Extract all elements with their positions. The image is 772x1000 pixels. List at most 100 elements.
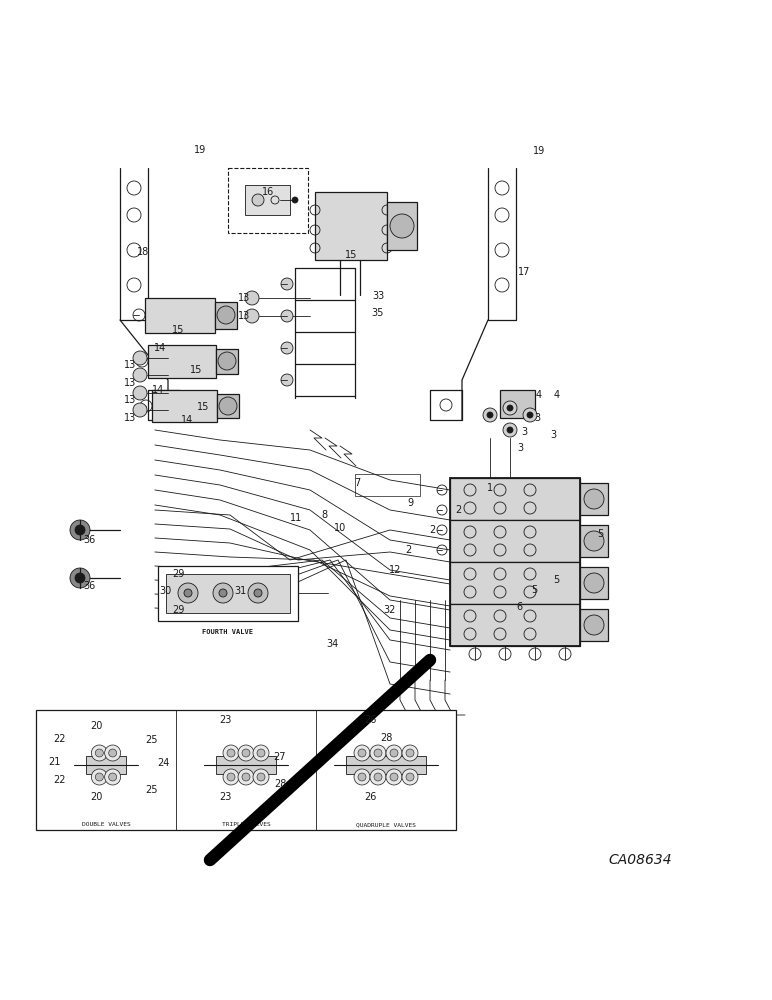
Circle shape [227,773,235,781]
Text: 11: 11 [290,513,302,523]
Circle shape [354,745,370,761]
Text: CA08634: CA08634 [608,853,672,867]
Bar [450,520,580,562]
Text: 22: 22 [52,734,66,744]
Circle shape [242,749,250,757]
Circle shape [507,427,513,433]
Text: 6: 6 [516,602,522,612]
Text: 2: 2 [429,525,435,535]
Text: 22: 22 [52,775,66,785]
Circle shape [245,309,259,323]
Text: 13: 13 [124,378,136,388]
Circle shape [245,291,259,305]
Text: 13: 13 [124,395,136,405]
Circle shape [358,749,366,757]
Circle shape [507,405,513,411]
Text: FOURTH VALVE: FOURTH VALVE [202,629,253,635]
Bar [580,609,608,641]
Circle shape [584,489,604,509]
Text: 17: 17 [518,267,530,277]
Bar [450,478,580,520]
Circle shape [75,573,85,583]
Circle shape [370,745,386,761]
Circle shape [503,401,517,415]
Circle shape [91,769,107,785]
Circle shape [402,769,418,785]
Text: 27: 27 [274,752,286,762]
Circle shape [487,412,493,418]
Circle shape [223,769,239,785]
Text: 15: 15 [197,402,209,412]
Circle shape [281,374,293,386]
Text: 25: 25 [146,785,158,795]
Circle shape [374,749,382,757]
Circle shape [219,589,227,597]
Circle shape [523,408,537,422]
Text: 28: 28 [274,779,286,789]
Text: 5: 5 [553,575,559,585]
Text: 8: 8 [321,510,327,520]
Circle shape [95,749,103,757]
Circle shape [238,769,254,785]
Bar [217,394,239,418]
Circle shape [386,745,402,761]
Circle shape [133,386,147,400]
Bar [450,604,580,646]
Text: 3: 3 [550,430,556,440]
Text: 36: 36 [83,581,95,591]
Text: 26: 26 [364,792,376,802]
Text: 23: 23 [218,792,231,802]
Text: 2: 2 [455,505,461,515]
Circle shape [91,745,107,761]
Text: 2: 2 [405,545,411,555]
Text: 14: 14 [154,343,166,353]
Circle shape [584,615,604,635]
Bar [145,298,215,333]
Text: 13: 13 [238,293,250,303]
Circle shape [292,197,298,203]
Circle shape [281,310,293,322]
Text: 20: 20 [90,792,102,802]
Circle shape [184,589,192,597]
Text: 34: 34 [326,639,338,649]
Bar [166,574,290,613]
Circle shape [105,745,120,761]
Bar [36,710,456,830]
Circle shape [358,773,366,781]
Circle shape [406,773,414,781]
Circle shape [133,368,147,382]
Text: 33: 33 [372,291,384,301]
Circle shape [253,745,269,761]
Circle shape [218,352,236,370]
Text: 18: 18 [137,247,149,257]
Circle shape [483,408,497,422]
Bar [228,168,308,233]
Text: 30: 30 [159,586,171,596]
Circle shape [386,769,402,785]
Text: 15: 15 [345,250,357,260]
Circle shape [75,525,85,535]
Text: 7: 7 [354,478,360,488]
Circle shape [527,412,533,418]
Text: 29: 29 [172,605,185,615]
Text: 1: 1 [487,483,493,493]
Text: 35: 35 [372,308,384,318]
Circle shape [406,749,414,757]
Circle shape [109,749,117,757]
Text: TRIPLE VALVES: TRIPLE VALVES [222,822,270,827]
Circle shape [253,769,269,785]
Circle shape [402,745,418,761]
Bar [148,345,216,378]
Text: 24: 24 [157,758,169,768]
Circle shape [217,306,235,324]
Circle shape [252,194,264,206]
Circle shape [133,351,147,365]
Circle shape [281,278,293,290]
Circle shape [219,397,237,415]
Text: 14: 14 [152,385,164,395]
Circle shape [374,773,382,781]
Text: 28: 28 [380,733,392,743]
Bar [216,756,276,774]
Circle shape [223,745,239,761]
Bar [152,390,217,422]
